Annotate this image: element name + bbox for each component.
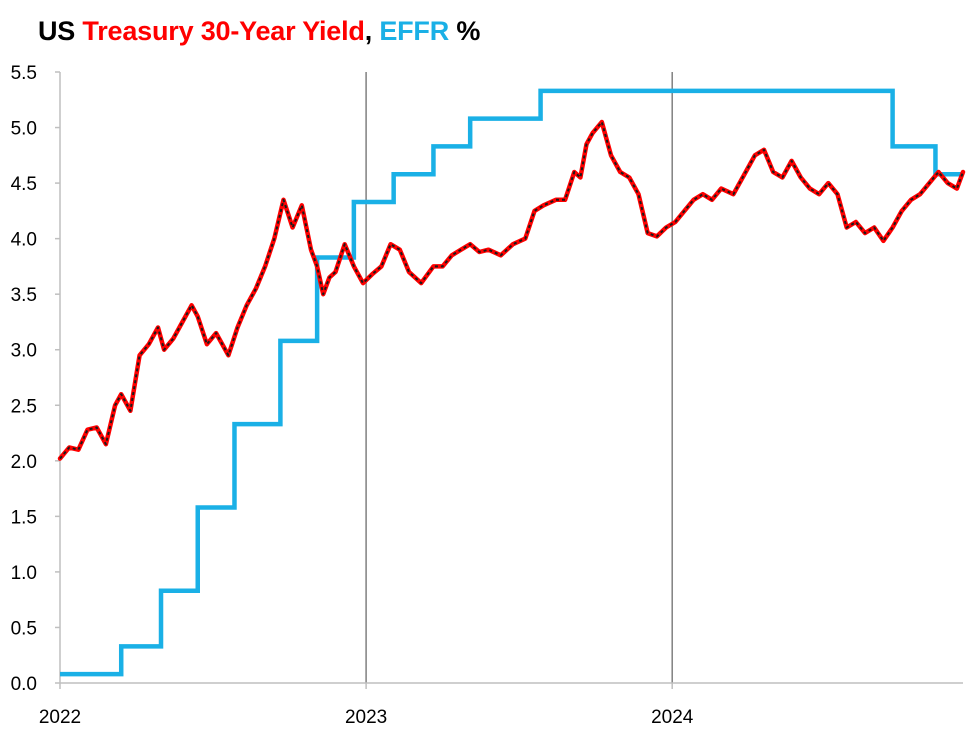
title-part-2: , xyxy=(364,16,380,46)
title-part-4: % xyxy=(449,16,481,46)
title-part-3: EFFR xyxy=(379,16,450,46)
y-tick-label-5.5: 5.5 xyxy=(11,63,37,84)
chart-title: US Treasury 30-Year Yield, EFFR % xyxy=(38,16,480,47)
y-tick-label-0.5: 0.5 xyxy=(11,618,37,639)
series-treasury-30y-line xyxy=(57,119,966,461)
y-tick-label-3.5: 3.5 xyxy=(11,285,37,306)
y-tick-label-3.0: 3.0 xyxy=(11,341,37,362)
y-tick-label-2.0: 2.0 xyxy=(11,452,37,473)
title-part-0: US xyxy=(38,16,83,46)
x-tick-label-2024: 2024 xyxy=(651,707,694,728)
y-tick-label-1.0: 1.0 xyxy=(11,563,37,584)
series-effr-line xyxy=(60,88,963,677)
y-tick-label-1.5: 1.5 xyxy=(11,507,37,528)
y-tick-label-2.5: 2.5 xyxy=(11,396,37,417)
y-tick-label-4.5: 4.5 xyxy=(11,174,37,195)
y-tick-label-5.0: 5.0 xyxy=(11,119,37,140)
y-tick-label-0.0: 0.0 xyxy=(11,674,37,695)
y-tick-label-4.0: 4.0 xyxy=(11,230,37,251)
x-tick-label-2023: 2023 xyxy=(345,707,387,728)
title-part-1: Treasury 30-Year Yield xyxy=(82,16,365,46)
series-treasury-30y-overlay xyxy=(59,121,964,460)
x-tick-label-2022: 2022 xyxy=(39,707,81,728)
